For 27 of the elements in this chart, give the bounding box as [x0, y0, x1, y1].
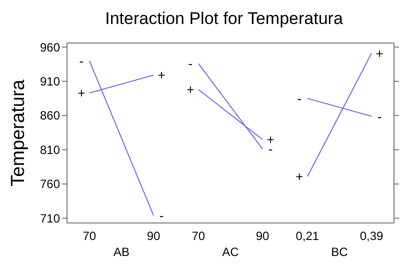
y-tick-label: 910 [40, 74, 60, 89]
text: + [376, 46, 384, 61]
x-axis-title: AC [222, 245, 240, 259]
y-tick-label: 860 [40, 108, 60, 123]
series-label: + [186, 82, 194, 98]
x-tick-label: 90 [146, 229, 161, 243]
x-tick-label: 70 [82, 229, 96, 243]
y-tick-label: 960 [40, 40, 60, 54]
y-axis-title: Temperatura [8, 79, 29, 186]
text: - [377, 108, 382, 124]
x-tick-label: 0,21 [296, 229, 320, 243]
y-tick-label: 810 [40, 142, 60, 157]
text: Interaction Plot for Temperatura [105, 9, 344, 28]
text: - [79, 53, 84, 68]
series-label: + [296, 169, 304, 184]
series-label: - [159, 208, 164, 224]
series-label: + [158, 68, 166, 83]
series-label: - [297, 90, 302, 106]
x-tick-label: 90 [256, 229, 270, 243]
x-axis-title: AB [113, 245, 130, 259]
y-tick-label: 710 [40, 211, 60, 226]
x-tick-label: 0,39 [360, 229, 384, 243]
series-label: - [188, 56, 193, 72]
x-tick-label: 70 [192, 229, 206, 243]
x-axis-title: BC [331, 245, 348, 259]
text: + [78, 86, 86, 101]
y-tick-label: 760 [40, 177, 60, 192]
